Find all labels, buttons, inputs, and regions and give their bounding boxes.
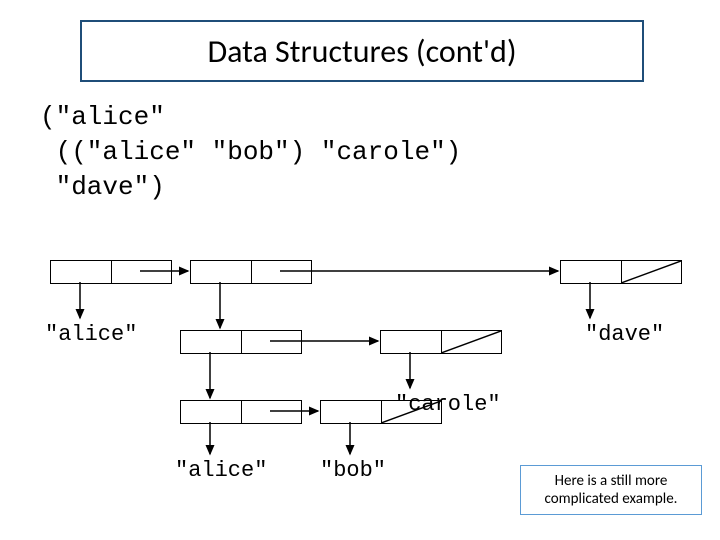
label-dave: "dave" (585, 322, 664, 347)
cons-cell (180, 330, 302, 354)
box-pointer-diagram: "alice" "dave" "carole" "alice" "bob" (0, 0, 720, 540)
label-bob: "bob" (320, 458, 386, 483)
caption-line-1: Here is a still more (555, 472, 668, 490)
caption-line-2: complicated example. (545, 490, 678, 508)
label-alice-2: "alice" (175, 458, 267, 483)
label-alice-1: "alice" (45, 322, 137, 347)
cons-cell (380, 330, 502, 354)
nil-slash-icon (621, 261, 681, 283)
label-carole: "carole" (395, 392, 501, 417)
cons-cell (180, 400, 302, 424)
cons-cell (190, 260, 312, 284)
nil-slash-icon (441, 331, 501, 353)
caption-box: Here is a still more complicated example… (520, 465, 702, 515)
cons-cell (560, 260, 682, 284)
cons-cell (50, 260, 172, 284)
